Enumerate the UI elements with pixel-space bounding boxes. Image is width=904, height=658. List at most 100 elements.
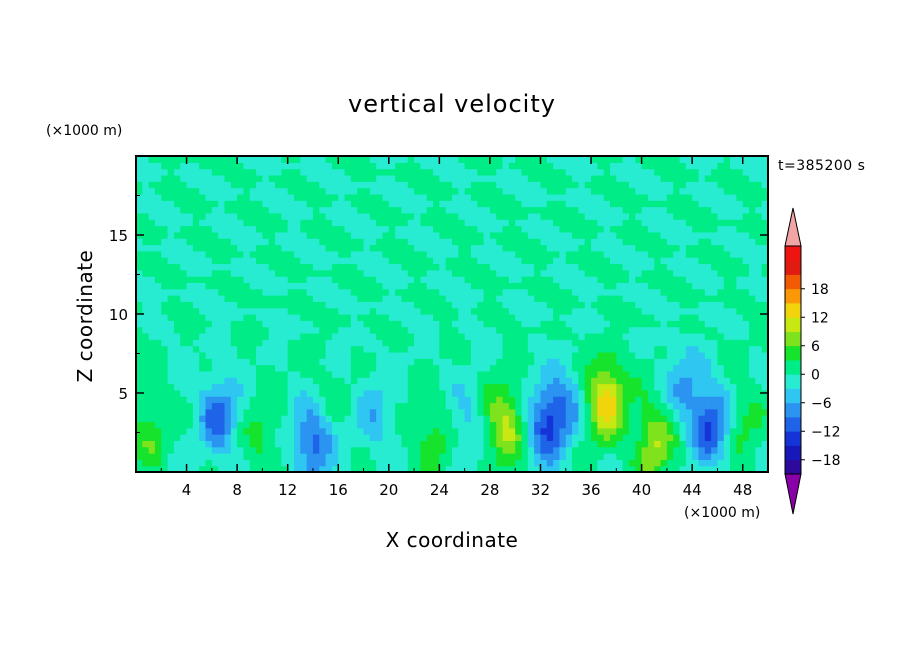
field-cell: [749, 200, 756, 208]
field-cell: [142, 193, 150, 201]
field-cell: [256, 225, 263, 233]
field-cell: [268, 263, 276, 271]
field-cell: [154, 446, 162, 454]
field-cell: [136, 421, 143, 429]
field-cell: [673, 339, 681, 347]
field-cell: [591, 332, 598, 340]
field-cell: [458, 250, 466, 258]
field-cell: [452, 440, 459, 448]
field-cell: [610, 421, 617, 429]
field-cell: [685, 320, 693, 328]
field-cell: [483, 370, 491, 378]
field-cell: [673, 257, 681, 265]
field-cell: [306, 358, 314, 366]
field-cell: [243, 193, 251, 201]
field-cell: [572, 212, 579, 220]
field-cell: [211, 174, 219, 182]
field-cell: [572, 440, 579, 448]
field-cell: [224, 389, 232, 397]
field-cell: [249, 193, 257, 201]
field-cell: [711, 244, 719, 252]
field-cell: [553, 370, 561, 378]
field-cell: [395, 225, 403, 233]
field-cell: [237, 219, 245, 227]
field-cell: [420, 459, 428, 467]
field-cell: [262, 250, 270, 258]
field-cell: [306, 383, 314, 391]
field-cell: [249, 288, 257, 296]
field-cell: [331, 295, 339, 302]
field-cell: [477, 269, 485, 277]
field-cell: [294, 370, 301, 378]
field-cell: [325, 219, 333, 227]
field-cell: [218, 288, 226, 296]
field-cell: [470, 402, 478, 410]
field-cell: [237, 434, 245, 441]
field-cell: [224, 225, 232, 233]
field-cell: [433, 174, 440, 182]
field-cell: [161, 421, 169, 429]
field-cell: [565, 225, 573, 233]
field-cell: [761, 377, 768, 385]
field-cell: [376, 156, 384, 163]
field-cell: [148, 326, 156, 334]
field-cell: [344, 339, 352, 347]
field-cell: [319, 174, 327, 182]
field-cell: [312, 377, 320, 385]
field-cell: [224, 257, 232, 265]
field-cell: [515, 200, 523, 208]
field-cell: [230, 339, 238, 347]
field-cell: [173, 168, 181, 176]
field-cell: [502, 257, 510, 265]
field-cell: [673, 206, 681, 214]
field-cell: [439, 288, 447, 296]
field-cell: [660, 440, 668, 448]
field-cell: [578, 225, 586, 233]
field-cell: [445, 200, 453, 208]
field-cell: [628, 231, 636, 239]
field-cell: [641, 345, 649, 353]
field-cell: [546, 453, 554, 460]
field-cell: [154, 351, 162, 359]
field-cell: [287, 168, 295, 176]
field-cell: [736, 339, 744, 347]
field-cell: [666, 459, 674, 467]
field-cell: [275, 269, 282, 277]
field-cell: [161, 174, 169, 182]
field-cell: [458, 345, 466, 353]
field-cell: [591, 301, 598, 309]
field-cell: [464, 276, 472, 283]
field-cell: [369, 263, 377, 271]
field-cell: [704, 383, 712, 391]
field-cell: [262, 225, 270, 233]
field-cell: [186, 364, 194, 372]
field-cell: [610, 351, 617, 359]
field-cell: [591, 162, 598, 170]
field-cell: [654, 288, 662, 296]
field-cell: [325, 446, 333, 454]
field-cell: [243, 427, 251, 435]
field-cell: [464, 156, 472, 163]
field-cell: [186, 168, 194, 176]
field-cell: [730, 358, 737, 366]
field-cell: [521, 364, 529, 372]
field-cell: [173, 250, 181, 258]
field-cell: [268, 193, 276, 201]
field-cell: [312, 200, 320, 208]
field-cell: [350, 377, 358, 385]
field-cell: [452, 206, 459, 214]
field-cell: [761, 358, 768, 366]
field-cell: [357, 276, 365, 283]
field-cell: [508, 383, 516, 391]
field-cell: [142, 219, 150, 227]
field-cell: [654, 257, 662, 265]
field-cell: [635, 326, 643, 334]
field-cell: [401, 174, 409, 182]
field-cell: [319, 288, 327, 296]
field-cell: [338, 301, 346, 309]
field-cell: [711, 282, 719, 290]
field-cell: [553, 206, 561, 214]
field-cell: [742, 364, 750, 372]
field-cell: [616, 225, 624, 233]
field-cell: [527, 219, 535, 227]
